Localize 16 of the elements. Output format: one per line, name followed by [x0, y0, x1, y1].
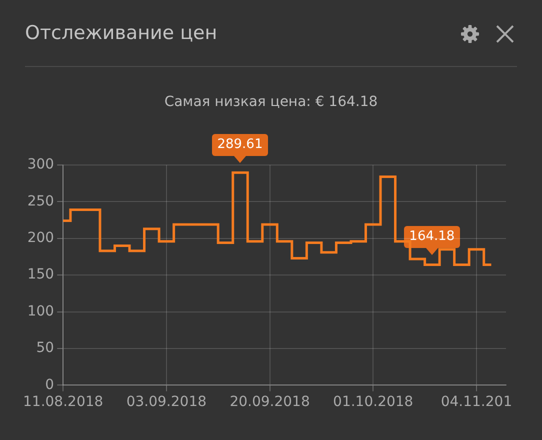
x-tick-label: 20.09.2018: [230, 394, 310, 410]
y-tick-label: 150: [27, 266, 54, 283]
chart-subtitle: Самая низкая цена: € 164.18: [163, 94, 379, 110]
x-tick-label: 04.11.201: [440, 394, 512, 410]
data-label: 164.18: [404, 226, 460, 248]
y-tick-label: 50: [36, 340, 54, 356]
data-label: 289.61: [212, 134, 268, 156]
x-tick-label: 11.08.2018: [22, 394, 104, 410]
y-tick-label: 100: [27, 303, 54, 320]
y-tick-label: 300: [27, 156, 54, 173]
y-tick-label: 200: [27, 230, 54, 246]
x-tick-label: 01.10.2018: [333, 394, 414, 410]
x-tick-label: 03.09.2018: [126, 394, 207, 410]
chart-title: Отслеживание цен: [25, 22, 218, 44]
y-tick-label: 250: [27, 193, 54, 210]
y-tick-label: 0: [45, 376, 54, 393]
